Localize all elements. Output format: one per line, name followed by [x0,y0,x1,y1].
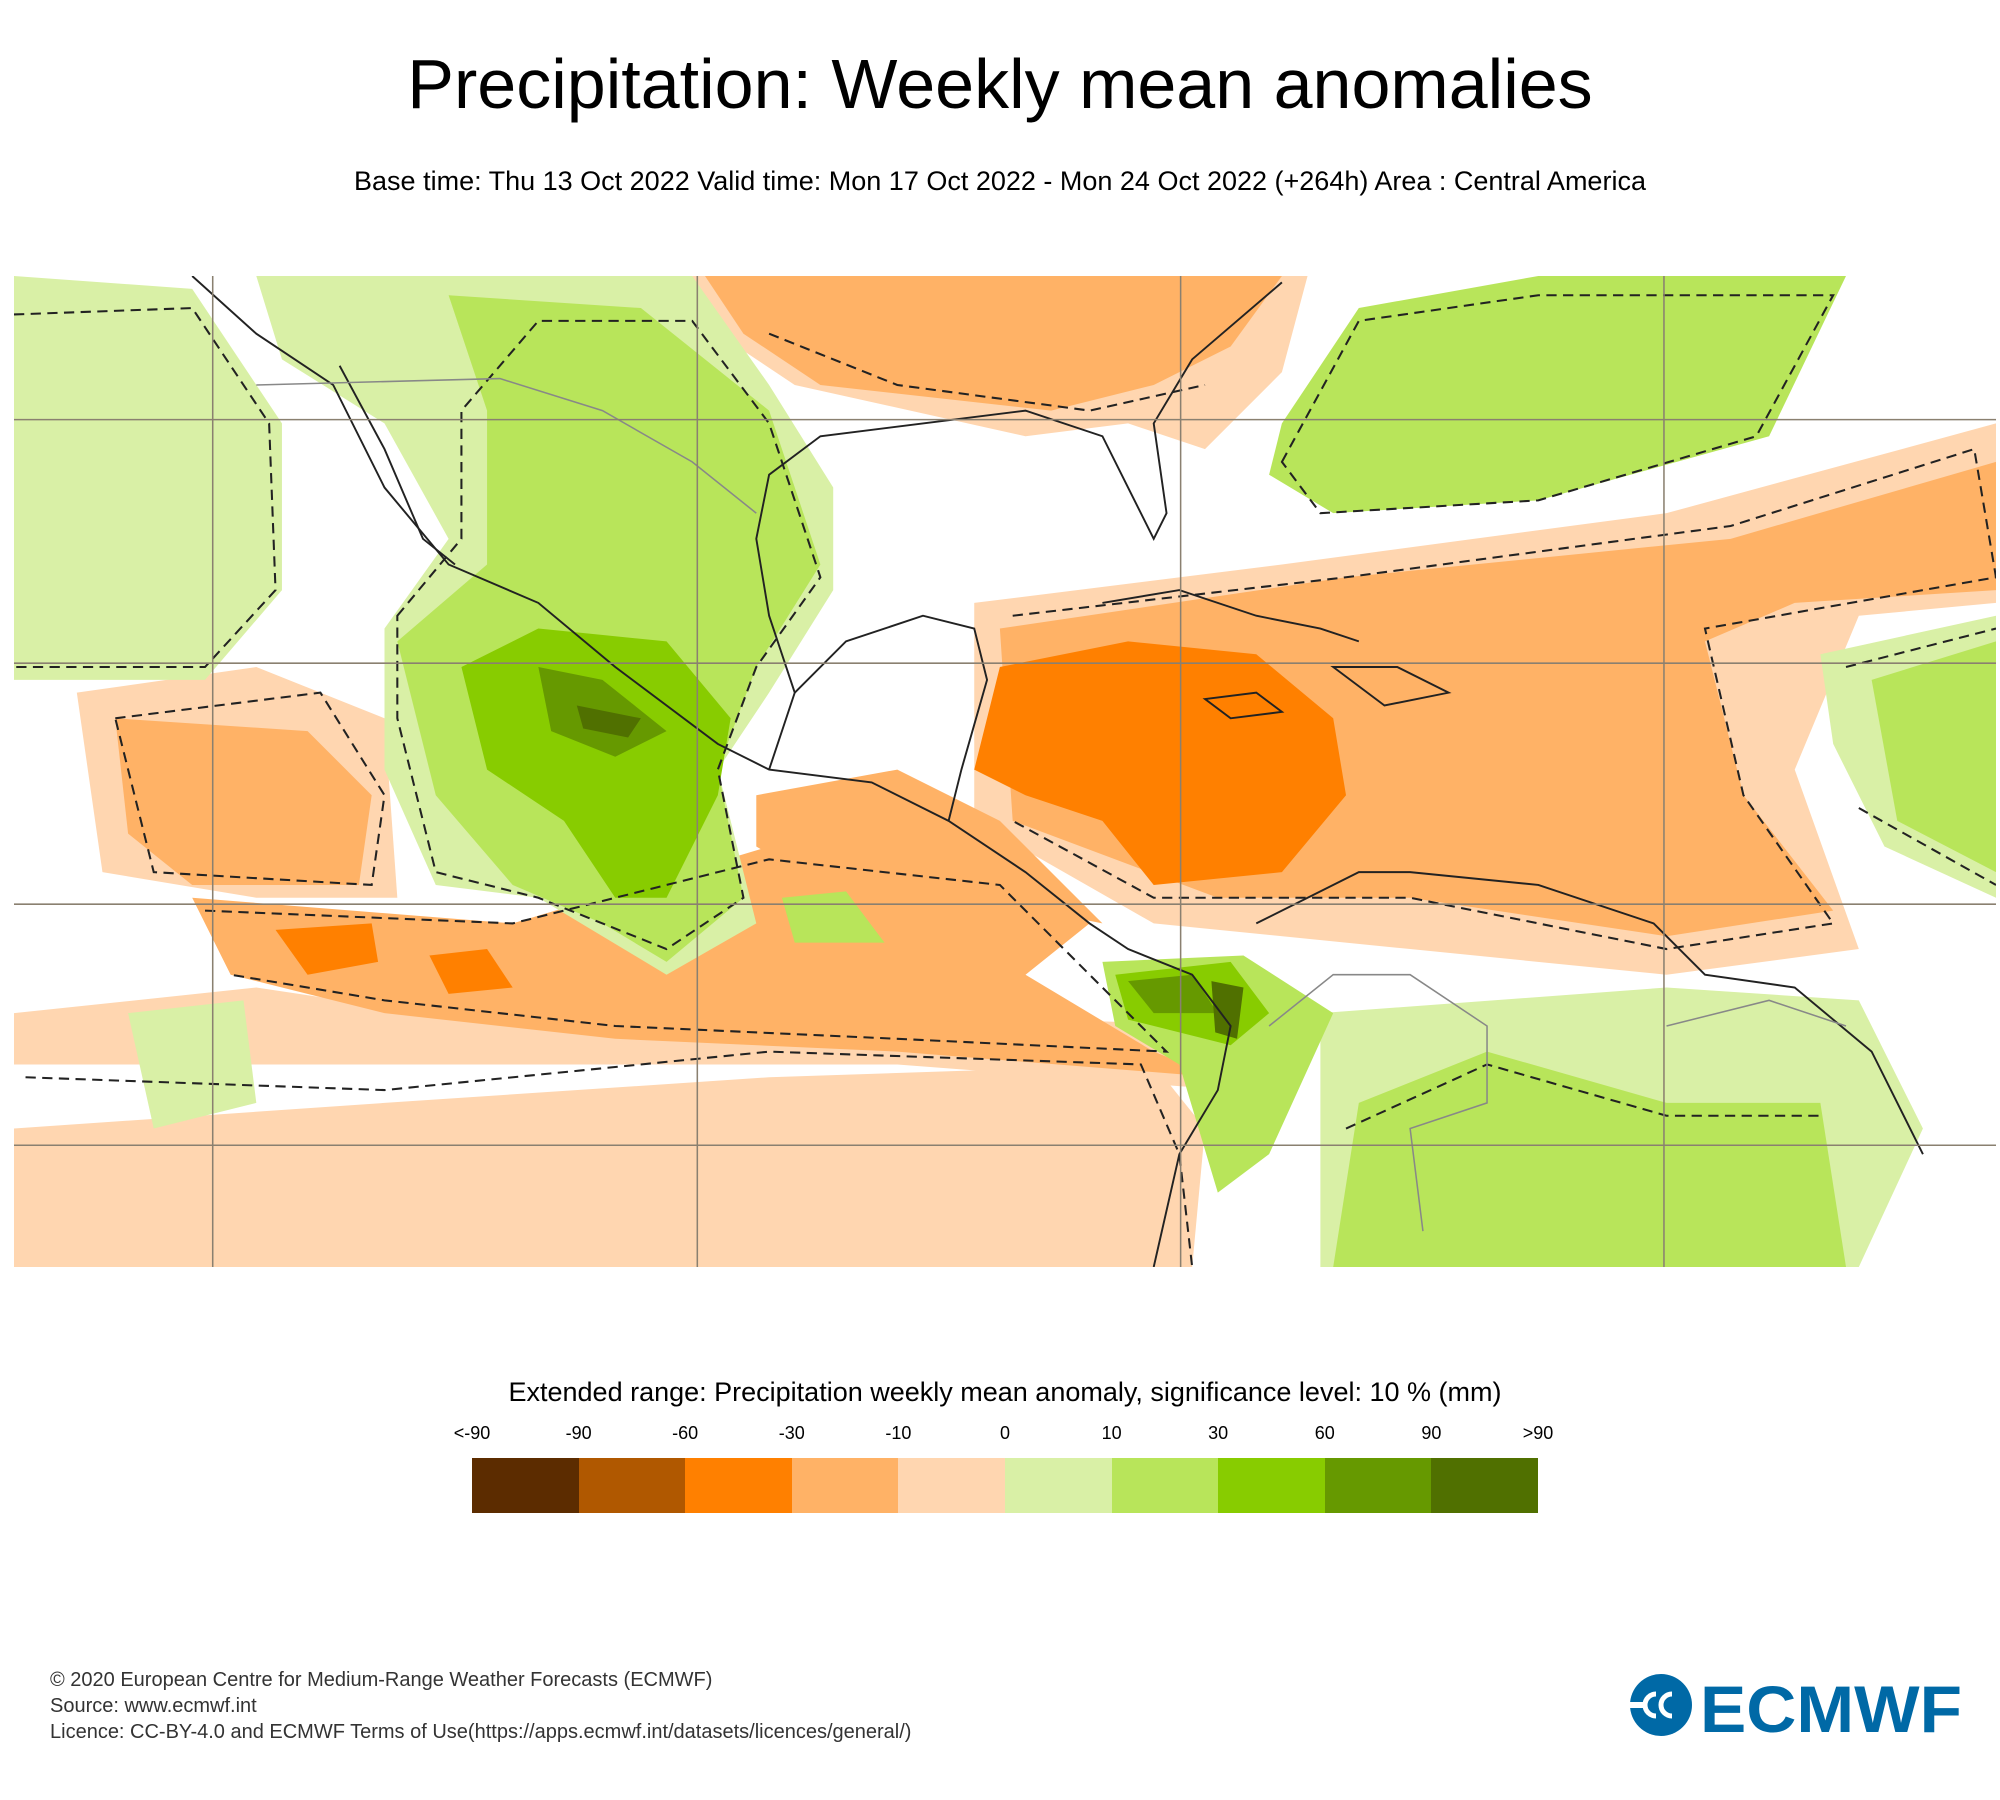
anomaly-region-p30 [1871,641,1996,873]
borders [256,377,1847,1232]
legend-labels: <-90 -90 -60 -30 -10 0 10 30 60 90 >90 [454,1423,1554,1443]
source-text: Source: www.ecmwf.int [50,1695,257,1717]
legend-label: 0 [999,1423,1011,1443]
legend-swatch [898,1458,1005,1513]
legend-swatch [1111,1458,1219,1513]
anomaly-region-m30 [115,718,372,885]
legend-title: Extended range: Precipitation weekly mea… [508,1377,1502,1407]
footer: © 2020 European Centre for Medium-Range … [50,1667,911,1745]
significance-contours [14,294,1996,1267]
anomaly-region-m60 [429,949,513,994]
legend-color-bar [472,1458,1538,1513]
anomaly-region-gt90 [1211,981,1244,1039]
legend-label: 30 [1208,1423,1229,1443]
legend-swatch [472,1458,579,1513]
legend-label: -10 [885,1423,912,1443]
anomaly-region-p30 [1333,1051,1847,1267]
svg-text:ECMWF: ECMWF [1700,1672,1962,1738]
legend-label: 10 [1101,1423,1122,1443]
anomaly-region-p90 [1128,974,1218,1014]
legend-label: 90 [1421,1423,1442,1443]
anomaly-region-m30 [756,769,1103,924]
legend-swatch [1004,1458,1112,1513]
legend-label: 60 [1314,1423,1335,1443]
anomaly-region-m30 [705,276,1282,411]
page-title: Precipitation: Weekly mean anomalies [407,45,1593,123]
page-subtitle: Base time: Thu 13 Oct 2022 Valid time: M… [354,166,1646,196]
copyright-text: © 2020 European Centre for Medium-Range … [50,1669,713,1691]
legend-swatch [1218,1458,1325,1513]
ecmwf-logo: ECMWF [1628,1672,1962,1738]
precipitation-anomaly-map [14,276,1996,1267]
legend-label: -90 [565,1423,592,1443]
legend-label: -60 [672,1423,699,1443]
anomaly-region-m60 [275,923,379,975]
anomaly-region-p10 [128,1000,257,1129]
anomaly-region-m60 [974,641,1347,885]
legend-swatch [685,1458,792,1513]
legend-label: <-90 [453,1423,491,1443]
graticule [14,276,1996,1267]
legend-label: >90 [1522,1423,1554,1443]
legend-swatch [1324,1458,1432,1513]
anomaly-region-gt90 [576,705,641,738]
anomaly-region-m10 [14,1064,1205,1267]
legend-swatch [1431,1458,1538,1513]
legend-swatch [791,1458,899,1513]
anomaly-region-p30 [1269,276,1847,514]
anomaly-region-p60 [461,628,731,898]
legend-swatch [578,1458,686,1513]
coastlines [191,276,1924,1267]
licence-text: Licence: CC-BY-4.0 and ECMWF Terms of Us… [50,1721,912,1743]
legend-label: -30 [778,1423,805,1443]
anomaly-region-p10 [14,276,282,680]
